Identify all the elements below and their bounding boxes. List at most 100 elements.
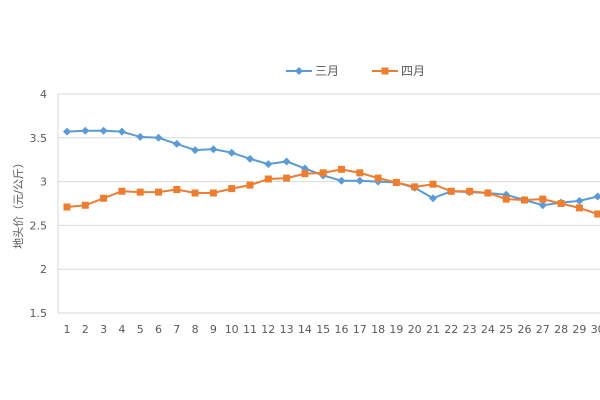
data-point bbox=[575, 196, 584, 205]
y-tick-label: 2.5 bbox=[30, 219, 48, 232]
y-tick-label: 3.5 bbox=[30, 132, 48, 145]
series-2 bbox=[63, 165, 600, 218]
data-point bbox=[282, 157, 291, 166]
data-point bbox=[447, 187, 455, 195]
x-tick-label: 17 bbox=[353, 323, 367, 336]
legend: 三月 四月 bbox=[286, 64, 425, 78]
data-point bbox=[209, 189, 217, 197]
x-tick-label: 12 bbox=[261, 323, 275, 336]
data-point bbox=[99, 126, 108, 135]
data-point bbox=[356, 169, 364, 177]
series-1 bbox=[63, 126, 600, 210]
data-point bbox=[154, 133, 163, 142]
data-point bbox=[246, 181, 254, 189]
data-point bbox=[173, 185, 181, 193]
y-axis-ticks: 1.5 2 2.5 3 3.5 4 bbox=[30, 88, 48, 320]
data-point bbox=[429, 180, 437, 188]
legend-marker bbox=[381, 67, 389, 75]
data-point bbox=[81, 126, 90, 135]
x-tick-label: 9 bbox=[210, 323, 217, 336]
legend-label: 三月 bbox=[315, 64, 339, 78]
series-group bbox=[63, 126, 600, 218]
x-tick-label: 2 bbox=[82, 323, 89, 336]
x-tick-label: 8 bbox=[192, 323, 199, 336]
data-point bbox=[136, 132, 145, 141]
data-point bbox=[374, 174, 382, 182]
x-axis-ticks: 1 2 3 4 5 6 7 8 9 10 11 12 13 14 15 16 17 18 19 20 21 22 23 24 2… bbox=[64, 323, 600, 336]
data-point bbox=[502, 195, 510, 203]
series-line bbox=[66, 168, 599, 215]
data-point bbox=[209, 145, 218, 154]
data-point bbox=[63, 127, 71, 136]
data-point bbox=[63, 203, 71, 211]
data-point bbox=[319, 169, 327, 177]
data-point bbox=[264, 160, 273, 169]
data-point bbox=[117, 127, 126, 136]
data-point bbox=[246, 154, 254, 163]
x-tick-label: 6 bbox=[155, 323, 162, 336]
x-tick-label: 23 bbox=[463, 323, 477, 336]
x-tick-label: 28 bbox=[554, 323, 568, 336]
data-point bbox=[539, 195, 547, 203]
data-point bbox=[557, 200, 565, 207]
x-tick-label: 5 bbox=[137, 323, 144, 336]
data-point bbox=[337, 176, 346, 185]
data-point bbox=[283, 174, 291, 182]
y-tick-label: 2 bbox=[40, 263, 47, 276]
data-point bbox=[118, 187, 126, 195]
x-tick-label: 1 bbox=[64, 323, 71, 336]
data-point bbox=[392, 178, 400, 186]
gridlines bbox=[57, 93, 600, 314]
x-tick-label: 25 bbox=[499, 323, 513, 336]
data-point bbox=[172, 139, 181, 148]
x-tick-label: 14 bbox=[298, 323, 312, 336]
x-tick-label: 26 bbox=[518, 323, 532, 336]
data-point bbox=[228, 185, 236, 193]
data-point bbox=[264, 175, 272, 183]
data-point bbox=[100, 194, 108, 202]
data-point bbox=[136, 188, 144, 196]
x-tick-label: 16 bbox=[335, 323, 349, 336]
data-point bbox=[521, 196, 528, 204]
data-point bbox=[593, 192, 600, 201]
x-tick-label: 10 bbox=[225, 323, 239, 336]
y-axis-label: 地头价（元/公斤） bbox=[12, 157, 25, 249]
series-line bbox=[66, 129, 598, 207]
x-tick-label: 29 bbox=[572, 323, 586, 336]
x-tick-label: 18 bbox=[371, 323, 385, 336]
data-point bbox=[155, 188, 162, 196]
data-point bbox=[301, 170, 309, 178]
data-point bbox=[227, 148, 236, 157]
x-tick-label: 24 bbox=[481, 323, 495, 336]
x-tick-label: 20 bbox=[408, 323, 422, 336]
x-tick-label: 3 bbox=[100, 323, 107, 336]
y-tick-label: 3 bbox=[40, 176, 47, 189]
data-point bbox=[81, 201, 89, 209]
x-tick-label: 11 bbox=[243, 323, 257, 336]
legend-label: 四月 bbox=[401, 64, 425, 78]
data-point bbox=[484, 189, 492, 197]
data-point bbox=[338, 165, 345, 173]
data-point bbox=[191, 189, 199, 197]
x-tick-label: 7 bbox=[173, 323, 180, 336]
x-tick-label: 4 bbox=[118, 323, 125, 336]
x-tick-label: 19 bbox=[389, 323, 403, 336]
data-point bbox=[594, 210, 600, 218]
data-point bbox=[538, 201, 547, 210]
data-point bbox=[191, 146, 200, 155]
data-point bbox=[429, 194, 437, 203]
data-point bbox=[355, 176, 364, 185]
x-tick-label: 15 bbox=[316, 323, 330, 336]
y-tick-label: 4 bbox=[40, 88, 47, 101]
legend-marker bbox=[295, 67, 303, 75]
x-tick-label: 21 bbox=[426, 323, 440, 336]
data-point bbox=[575, 204, 583, 212]
data-point bbox=[411, 183, 419, 191]
x-tick-label: 22 bbox=[444, 323, 458, 336]
x-tick-label: 27 bbox=[536, 323, 550, 336]
x-tick-label: 30 bbox=[591, 323, 600, 336]
y-tick-label: 1.5 bbox=[30, 307, 48, 320]
x-tick-label: 13 bbox=[280, 323, 294, 336]
data-point bbox=[466, 187, 474, 195]
